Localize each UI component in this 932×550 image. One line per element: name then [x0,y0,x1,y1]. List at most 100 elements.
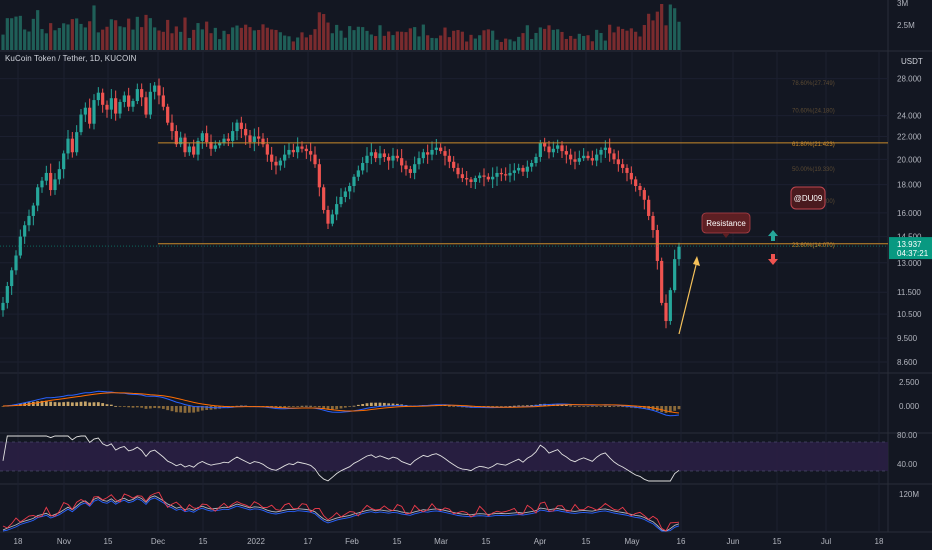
price-tick-label: 22.000 [897,132,922,141]
macd-bar [616,406,620,407]
macd-bar [330,406,334,410]
volume-bar [170,33,174,50]
candle [400,158,404,166]
candle [335,204,339,215]
volume-bar [391,35,395,50]
volume-bar [612,32,616,50]
candle [551,148,555,153]
volume-bar [352,30,356,50]
macd-bar [105,404,109,406]
candle [239,122,243,129]
volume-bar [499,41,503,50]
volume-bar [465,41,469,50]
macd-bar [161,406,165,409]
candle [651,215,655,231]
obv-line-blue [2,497,680,532]
macd-bar [44,400,48,406]
candle [569,154,573,160]
macd-bar [148,406,152,409]
macd-bar [491,406,495,407]
volume-bar [66,24,70,50]
candle [465,178,469,180]
volume-bar [322,14,326,50]
volume-bar [166,19,170,50]
volume-bar [161,31,165,50]
candle [499,172,503,175]
candle [395,155,399,159]
candle [443,151,447,156]
volume-bar [599,33,603,50]
macd-bar [122,406,126,407]
volume-bar [36,10,40,50]
volume-bar [96,32,100,50]
price-tick-label: 18.000 [897,181,922,190]
candle [300,146,304,149]
volume-bar [534,32,538,50]
macd-bar [547,404,551,406]
rsi-tick-label: 40.00 [897,460,918,469]
candle [482,175,486,177]
macd-bar [590,406,594,407]
volume-bar [400,31,404,50]
volume-bar [291,41,295,50]
volume-bar [248,27,252,50]
volume-bar [257,29,261,50]
volume-bar [378,25,382,50]
time-tick-label: 15 [482,537,491,546]
candle [270,154,274,162]
volume-bar [660,4,664,50]
rsi-tick-label: 80.00 [897,431,918,440]
candle [625,167,629,173]
candle [512,170,516,173]
candle [226,138,230,141]
macd-bar [391,403,395,406]
price-tick-label: 16.000 [897,209,922,218]
time-tick-label: 18 [14,537,23,546]
volume-bar [122,27,126,50]
macd-bar [118,406,122,407]
volume-bar [53,30,57,50]
resistance-label: Resistance [706,219,746,228]
volume-bar [209,33,213,50]
candle [36,187,40,206]
macd-bar [109,404,113,406]
macd-bar [179,406,183,413]
volume-bar [252,30,256,50]
volume-bar [421,24,425,50]
volume-bar [179,31,183,50]
candle [556,145,560,149]
candle [491,176,495,180]
macd-bar [326,406,330,410]
candle [595,154,599,161]
candle [14,255,18,271]
macd-bar [287,406,291,407]
candle [391,155,395,161]
macd-bar [564,405,568,406]
candle [534,156,538,163]
volume-bar [283,35,287,50]
macd-bar [317,406,321,408]
macd-bar [57,402,61,406]
candle [83,107,87,115]
candle [603,147,607,150]
macd-bar [603,405,607,407]
volume-bar [114,20,118,50]
candle [96,92,100,101]
volume-bar [317,12,321,51]
time-tick-label: Dec [151,537,165,546]
resistance-pointer [722,233,730,238]
candle [573,159,577,162]
volume-bar [426,35,430,50]
candle [504,174,508,176]
volume-bar [79,23,83,50]
price-tick-label: 10.500 [897,310,922,319]
candle [170,122,174,132]
volume-bar [200,29,204,50]
volume-bar [348,26,352,50]
volume-bar [157,30,161,50]
candle [447,155,451,162]
candle [478,175,482,179]
candle [44,172,48,181]
candle [469,179,473,183]
